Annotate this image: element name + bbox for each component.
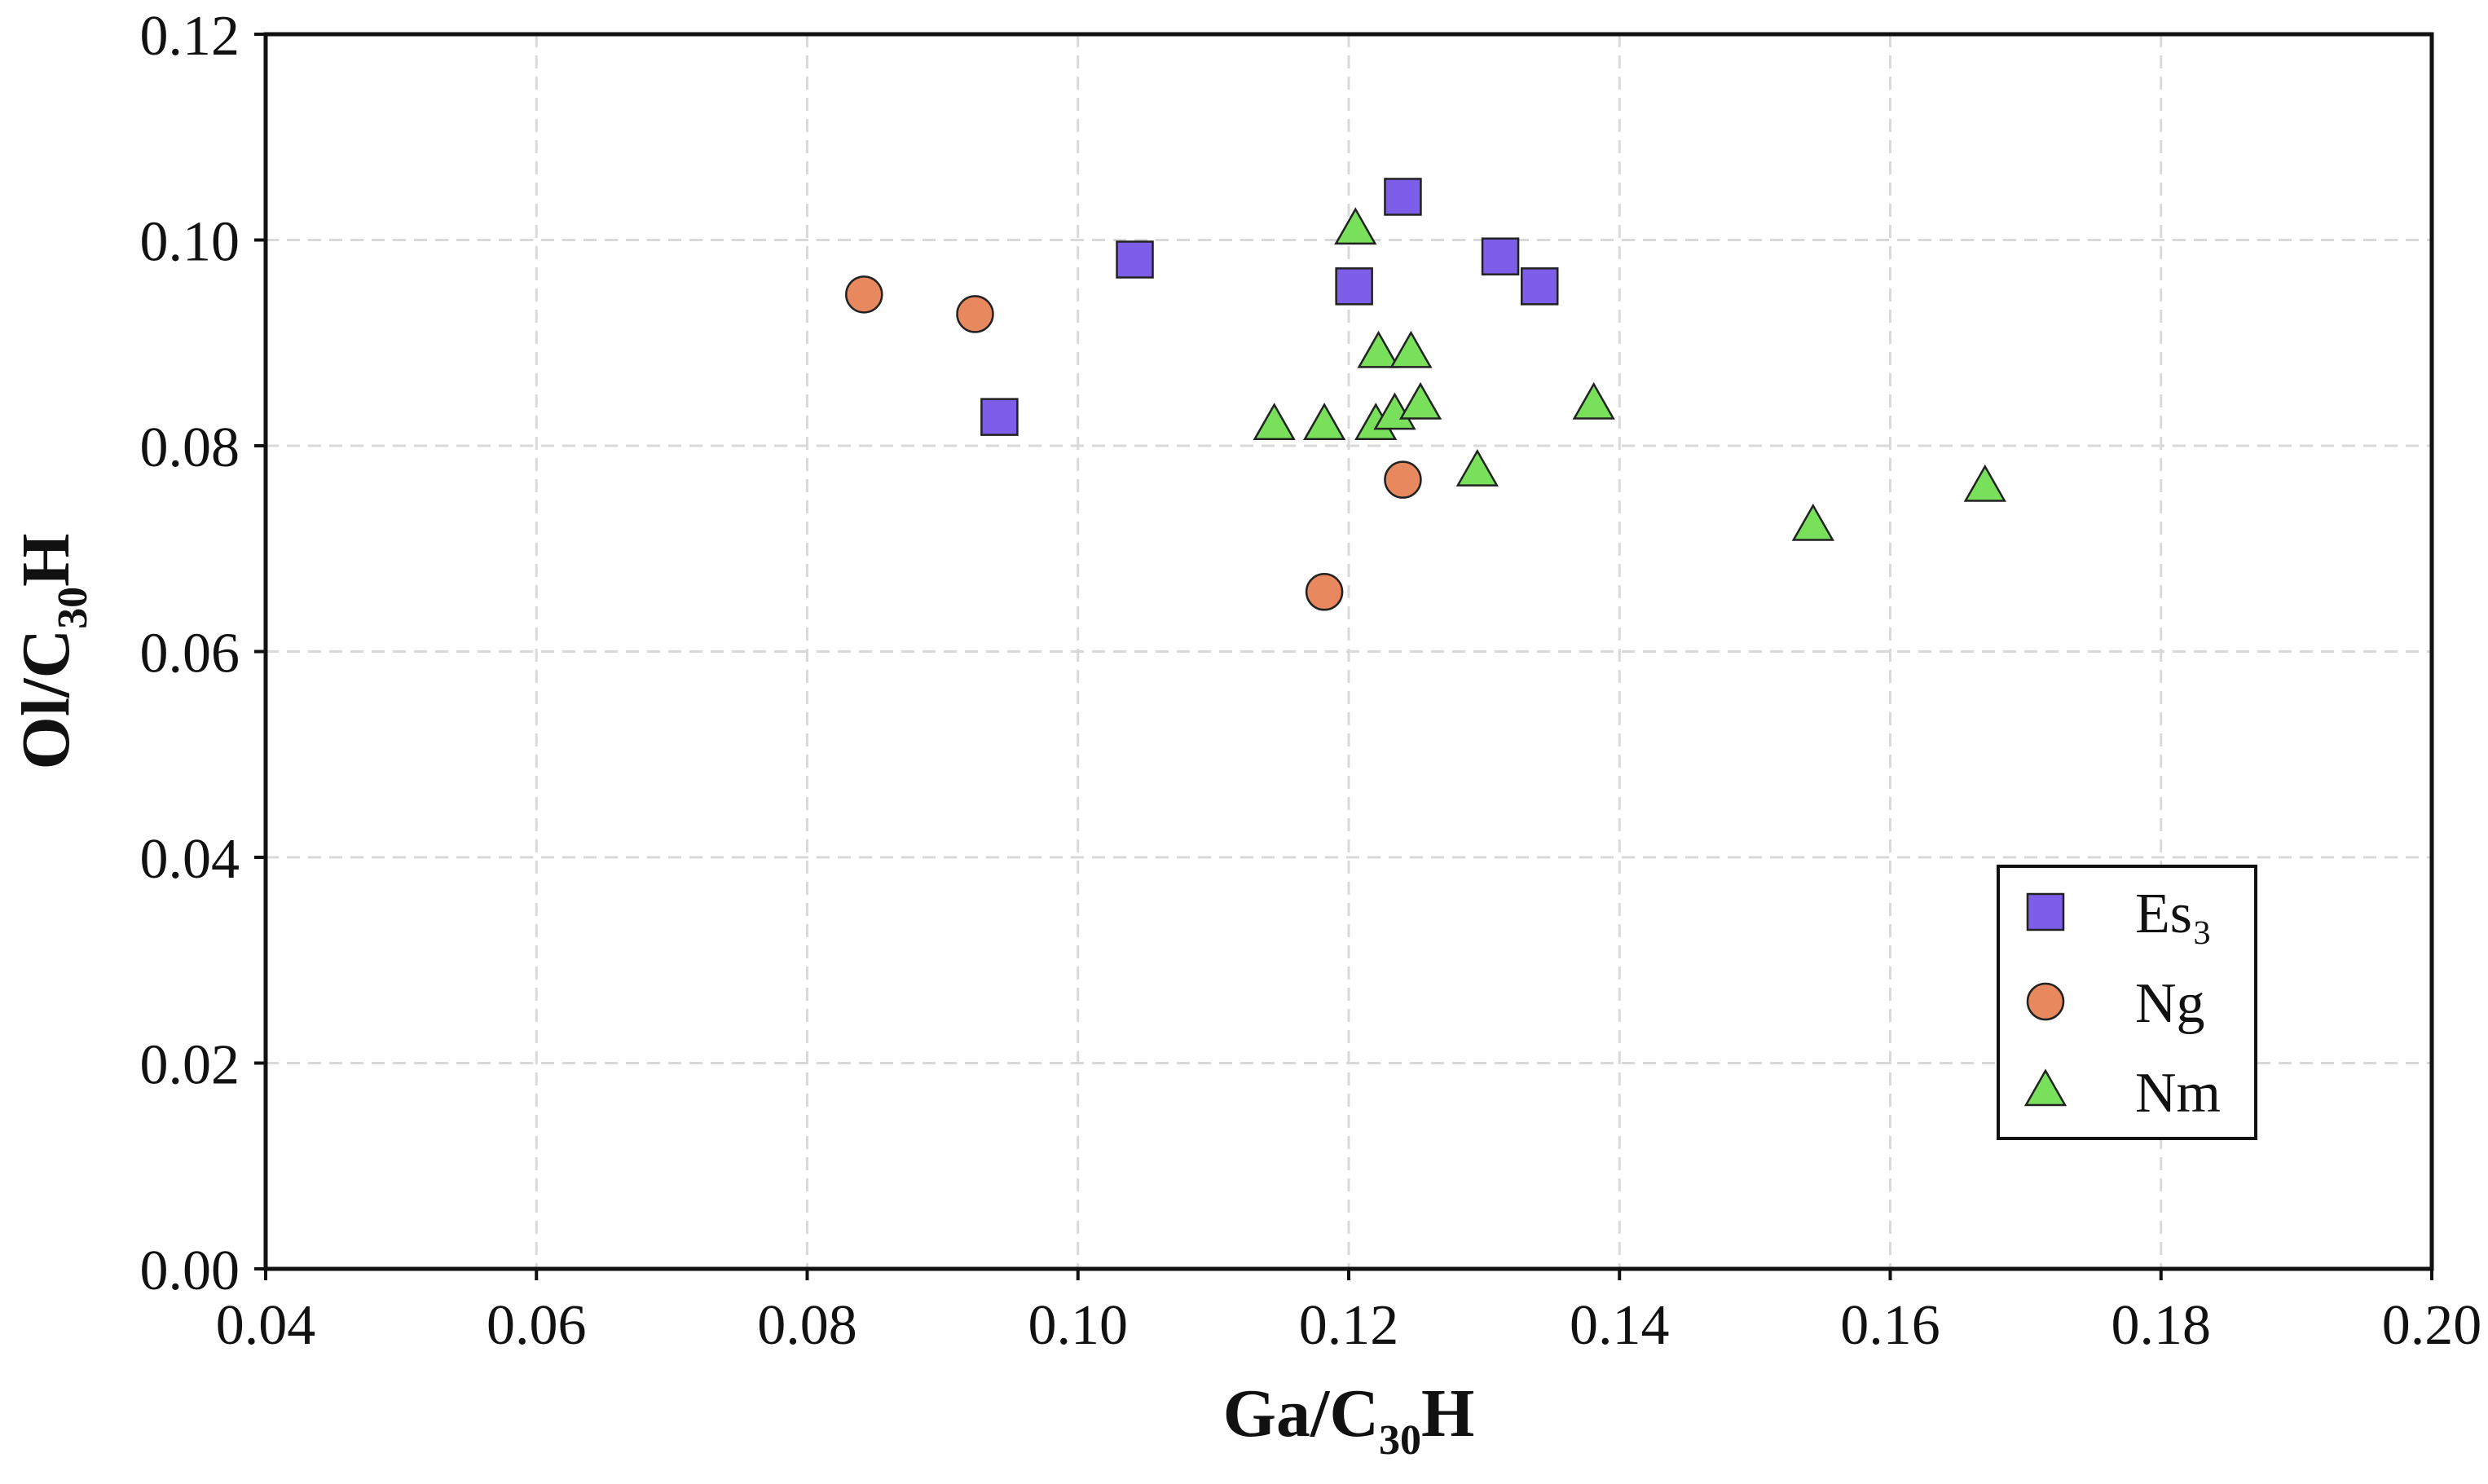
x-tick-label: 0.08 bbox=[757, 1294, 857, 1357]
triangle-point bbox=[1357, 330, 1400, 368]
y-axis-title-subscript: 30 bbox=[50, 587, 96, 629]
triangle-point bbox=[1334, 207, 1377, 245]
x-tick-label: 0.18 bbox=[2111, 1294, 2212, 1357]
legend-triangle-icon bbox=[2023, 1068, 2067, 1107]
x-tick-label: 0.16 bbox=[1840, 1294, 1940, 1357]
triangle-point bbox=[1398, 381, 1442, 420]
circle-point bbox=[1384, 460, 1422, 499]
triangle-point bbox=[1389, 330, 1433, 368]
triangle-point bbox=[1253, 403, 1296, 441]
y-tick-label: 0.00 bbox=[140, 1240, 240, 1302]
square-point bbox=[1520, 267, 1559, 306]
y-tick-label: 0.12 bbox=[140, 5, 240, 68]
square-point bbox=[1481, 237, 1520, 275]
circle-point bbox=[956, 295, 994, 333]
data-points bbox=[845, 178, 2006, 611]
legend-label: Ng bbox=[2135, 972, 2205, 1035]
x-axis-title: Ga/C30H bbox=[1223, 1376, 1475, 1464]
triangle-point bbox=[1572, 381, 1615, 420]
x-axis-title-tail: H bbox=[1421, 1376, 1474, 1451]
x-axis-title-subscript: 30 bbox=[1379, 1417, 1421, 1464]
x-tick-label: 0.06 bbox=[487, 1294, 587, 1357]
legend-square-icon bbox=[2026, 892, 2065, 931]
x-tick-label: 0.12 bbox=[1299, 1294, 1399, 1357]
y-tick-label: 0.06 bbox=[140, 623, 240, 685]
legend-label: Es₃ bbox=[2135, 883, 2212, 945]
square-point bbox=[1116, 240, 1154, 279]
x-tick-label: 0.20 bbox=[2382, 1294, 2482, 1357]
triangle-point bbox=[1455, 448, 1499, 487]
square-point bbox=[980, 398, 1019, 436]
x-tick-label: 0.10 bbox=[1028, 1294, 1129, 1357]
axis-ticks: 0.04 0.06 0.08 0.10 0.12 0.14 0.16 0.18 0.20 0.00… bbox=[140, 5, 2482, 1357]
legend-circle-icon bbox=[2026, 982, 2065, 1021]
y-tick-label: 0.08 bbox=[140, 416, 240, 479]
legend: Es₃ Ng Nm bbox=[1997, 865, 2257, 1140]
y-tick-label: 0.04 bbox=[140, 828, 240, 891]
x-axis-title-main: Ga/C bbox=[1223, 1376, 1379, 1451]
y-axis-title: Ol/C30H bbox=[8, 533, 96, 769]
square-point bbox=[1335, 267, 1373, 306]
y-tick-label: 0.02 bbox=[140, 1034, 240, 1097]
triangle-point bbox=[1791, 503, 1834, 541]
circle-point bbox=[845, 275, 883, 314]
square-point bbox=[1384, 178, 1422, 216]
triangle-point bbox=[1963, 464, 2006, 502]
x-tick-label: 0.14 bbox=[1570, 1294, 1670, 1357]
legend-label: Nm bbox=[2135, 1062, 2221, 1125]
triangle-point bbox=[1302, 403, 1346, 441]
x-tick-label: 0.04 bbox=[216, 1294, 316, 1357]
y-tick-label: 0.10 bbox=[140, 211, 240, 274]
y-axis-title-main: Ol/C bbox=[8, 629, 84, 770]
circle-point bbox=[1305, 573, 1344, 611]
y-axis-title-tail: H bbox=[8, 533, 84, 586]
